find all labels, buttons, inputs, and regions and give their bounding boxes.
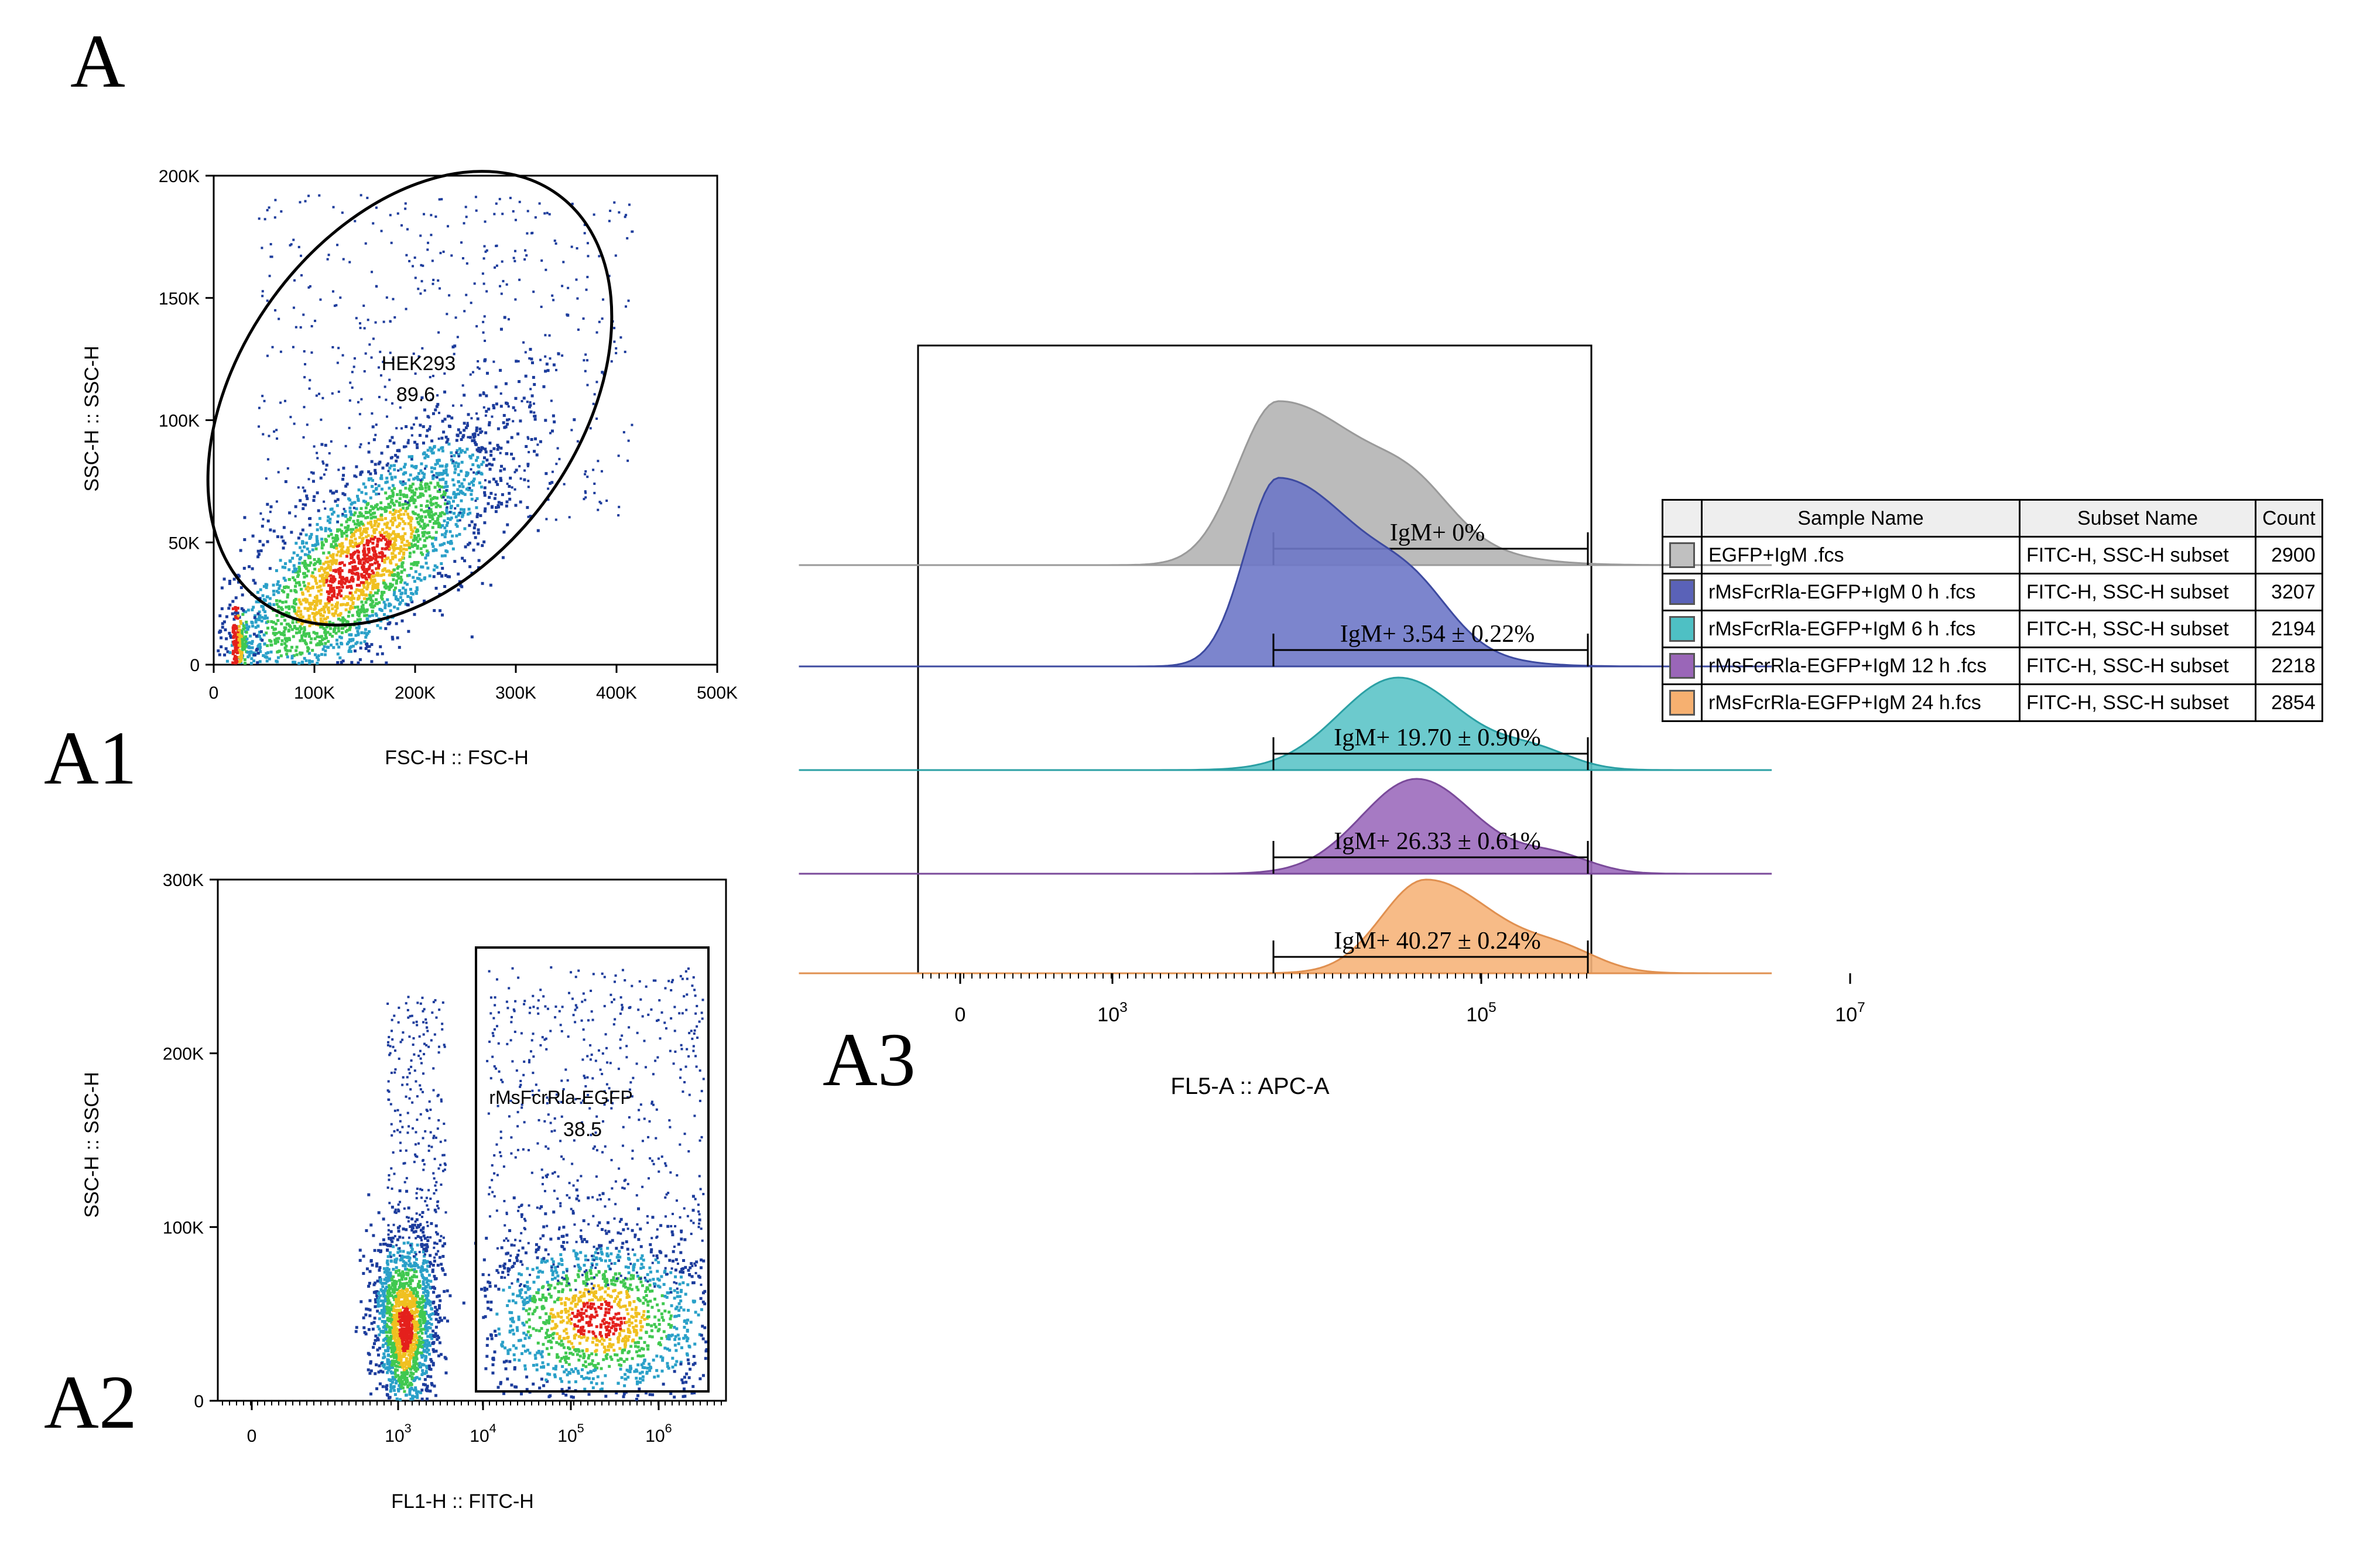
a1-axis-ticks: 0 100K 200K 300K 400K 500K 0 50K 100K 150K 200K bbox=[159, 167, 738, 703]
a2-x-tick-label: 0 bbox=[247, 1427, 257, 1446]
legend-sample-name: rMsFcrRla-EGFP+IgM 0 h .fcs bbox=[1701, 573, 2021, 611]
legend-swatch bbox=[1669, 616, 1695, 642]
a1-x-tick-label: 200K bbox=[395, 683, 436, 703]
a1-y-tick-label: 100K bbox=[159, 412, 200, 431]
a3-gate-annotation: IgM+ 40.27 ± 0.24% bbox=[1334, 928, 1541, 955]
legend-row: rMsFcrRla-EGFP+IgM 6 h .fcs FITC-H, SSC-… bbox=[1662, 610, 2323, 648]
a3-x-tick-label: 0 bbox=[955, 1004, 966, 1026]
legend-swatch bbox=[1669, 579, 1695, 605]
a1-scatter-plot: 0 100K 200K 300K 400K 500K 0 50K 100K 150K 200K HE… bbox=[81, 167, 738, 769]
legend-swatch bbox=[1669, 542, 1695, 568]
legend-header-sample: Sample Name bbox=[1701, 499, 2021, 538]
a1-y-tick-label: 200K bbox=[159, 167, 200, 186]
a3-axis-ticks: 0 103 105 107 bbox=[922, 973, 1865, 1026]
a1-event-dots bbox=[217, 194, 634, 665]
a2-scatter-plot: 0 103 104 105 106 0 100K 200K 300K rMsFcrRla-EGF… bbox=[81, 871, 727, 1513]
legend-sample-name: rMsFcrRla-EGFP+IgM 24 h.fcs bbox=[1701, 683, 2021, 722]
panel-label-a: A bbox=[70, 19, 125, 104]
legend-count: 2900 bbox=[2255, 536, 2323, 574]
a2-y-tick-label: 200K bbox=[163, 1045, 204, 1064]
a1-x-tick-label: 400K bbox=[596, 683, 637, 703]
legend-header-swatch bbox=[1662, 499, 1703, 538]
legend-subset-name: FITC-H, SSC-H subset bbox=[2019, 683, 2256, 722]
a2-x-tick-label: 106 bbox=[645, 1421, 672, 1446]
a3-gate-annotation: IgM+ 26.33 ± 0.61% bbox=[1334, 828, 1541, 855]
legend-header-count: Count bbox=[2255, 499, 2323, 538]
a2-gate-name: rMsFcrRla-EGFP bbox=[489, 1087, 632, 1108]
a1-x-tick-label: 500K bbox=[697, 683, 738, 703]
panel-label-a3: A3 bbox=[823, 1018, 916, 1102]
legend-row: rMsFcrRla-EGFP+IgM 0 h .fcs FITC-H, SSC-… bbox=[1662, 573, 2323, 611]
legend-sample-name: rMsFcrRla-EGFP+IgM 12 h .fcs bbox=[1701, 647, 2021, 685]
legend-count: 2194 bbox=[2255, 610, 2323, 648]
a2-gate-rectangle bbox=[475, 946, 710, 1393]
a1-gate-ellipse bbox=[206, 170, 614, 627]
a2-x-axis-label: FL1-H :: FITC-H bbox=[391, 1490, 534, 1513]
a2-x-tick-label: 105 bbox=[557, 1421, 584, 1446]
a3-gate-annotation: IgM+ 3.54 ± 0.22% bbox=[1340, 621, 1535, 648]
legend-sample-name: EGFP+IgM .fcs bbox=[1701, 536, 2021, 574]
a2-gate-value: 38.5 bbox=[563, 1119, 602, 1141]
a3-x-tick-label: 103 bbox=[1097, 1000, 1127, 1026]
a1-x-tick-label: 100K bbox=[294, 683, 335, 703]
legend-row: rMsFcrRla-EGFP+IgM 24 h.fcs FITC-H, SSC-… bbox=[1662, 683, 2323, 722]
panel-label-a1: A1 bbox=[44, 716, 137, 801]
a2-x-tick-label: 104 bbox=[470, 1421, 496, 1446]
a2-event-dots bbox=[354, 966, 708, 1401]
a3-histograms: IgM+ 0% IgM+ 3.54 ± 0.22% IgM+ 19.70 ± 0.9… bbox=[799, 400, 1772, 974]
a3-histogram-plot: IgM+ 0% IgM+ 3.54 ± 0.22% IgM+ 19.70 ± 0.9… bbox=[799, 344, 1865, 1099]
panel-label-a2: A2 bbox=[44, 1360, 137, 1445]
a1-y-tick-label: 150K bbox=[159, 289, 200, 309]
a2-y-tick-label: 0 bbox=[194, 1392, 204, 1411]
a1-y-tick-label: 0 bbox=[190, 656, 200, 675]
legend-subset-name: FITC-H, SSC-H subset bbox=[2019, 536, 2256, 574]
legend-sample-name: rMsFcrRla-EGFP+IgM 6 h .fcs bbox=[1701, 610, 2021, 648]
a1-y-axis-label: SSC-H :: SSC-H bbox=[81, 346, 103, 491]
legend-count: 2854 bbox=[2255, 683, 2323, 722]
a3-gate-annotation: IgM+ 19.70 ± 0.90% bbox=[1334, 724, 1541, 751]
a1-x-axis-label: FSC-H :: FSC-H bbox=[385, 747, 529, 769]
legend-header-subset: Subset Name bbox=[2019, 499, 2256, 538]
legend-subset-name: FITC-H, SSC-H subset bbox=[2019, 610, 2256, 648]
a2-y-tick-label: 100K bbox=[163, 1218, 204, 1237]
a1-y-tick-label: 50K bbox=[169, 533, 200, 553]
a1-gate-name: HEK293 bbox=[382, 353, 456, 375]
legend-count: 3207 bbox=[2255, 573, 2323, 611]
legend-count: 2218 bbox=[2255, 647, 2323, 685]
legend-swatch bbox=[1669, 690, 1695, 716]
legend-subset-name: FITC-H, SSC-H subset bbox=[2019, 573, 2256, 611]
a1-gate-value: 89.6 bbox=[396, 384, 435, 406]
a2-y-tick-label: 300K bbox=[163, 871, 204, 890]
a3-x-tick-label: 107 bbox=[1835, 1000, 1865, 1026]
legend-row: EGFP+IgM .fcs FITC-H, SSC-H subset 2900 bbox=[1662, 536, 2323, 574]
legend-row: rMsFcrRla-EGFP+IgM 12 h .fcs FITC-H, SSC… bbox=[1662, 647, 2323, 685]
legend-subset-name: FITC-H, SSC-H subset bbox=[2019, 647, 2256, 685]
a3-gate-annotation: IgM+ 0% bbox=[1390, 519, 1485, 546]
a2-plot-frame bbox=[217, 878, 727, 1402]
a2-y-axis-label: SSC-H :: SSC-H bbox=[81, 1072, 103, 1217]
sample-legend-table: Sample Name Subset Name Count EGFP+IgM .… bbox=[1662, 499, 2323, 722]
a1-x-tick-label: 0 bbox=[209, 683, 219, 703]
a1-x-tick-label: 300K bbox=[495, 683, 536, 703]
a3-x-tick-label: 105 bbox=[1466, 1000, 1496, 1026]
a2-x-tick-label: 103 bbox=[385, 1421, 411, 1446]
a3-x-axis-label: FL5-A :: APC-A bbox=[1170, 1073, 1330, 1099]
a1-plot-frame bbox=[213, 175, 718, 666]
legend-swatch bbox=[1669, 653, 1695, 679]
